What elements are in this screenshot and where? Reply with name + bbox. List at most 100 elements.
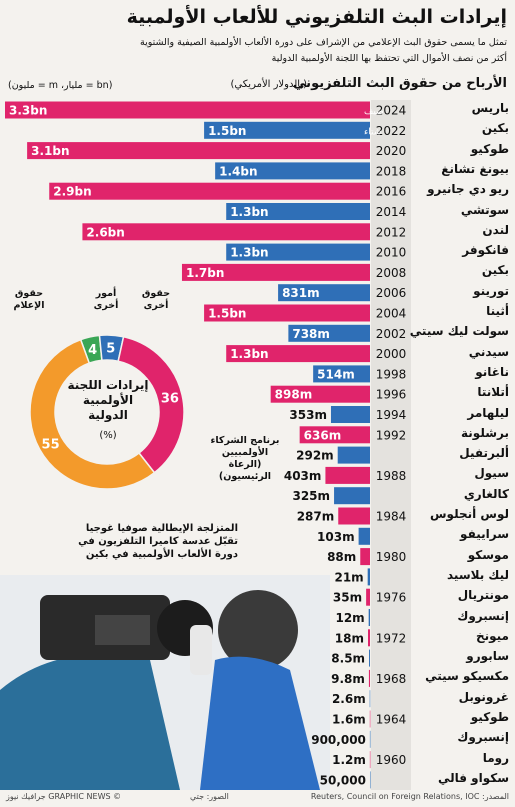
- city-label: سيدني: [468, 344, 509, 359]
- year-label: 1980: [376, 550, 407, 564]
- camera-body: [95, 615, 150, 645]
- city-label: برشلونة: [461, 425, 509, 440]
- city-label: سكواو فالي: [437, 770, 509, 785]
- city-label: فانكوفر: [462, 243, 509, 258]
- value-label: 292m: [296, 449, 334, 463]
- skier: [200, 656, 320, 790]
- glove: [190, 625, 212, 675]
- value-label: 831m: [282, 286, 320, 300]
- bar: [270, 385, 370, 403]
- abbreviations: (bn = مليار، m = مليون): [8, 80, 113, 91]
- bar: [337, 446, 370, 464]
- bar: [366, 588, 370, 606]
- value-label: 50,000: [320, 773, 366, 787]
- slice-value: 36: [161, 392, 179, 407]
- value-label: 1.6m: [332, 713, 366, 727]
- city-label: طوكيو: [470, 710, 509, 724]
- slice-name: برنامج الشركاء الأولمبيين (الرعاة الرئيس…: [210, 435, 280, 482]
- bar: [368, 609, 370, 626]
- value-label: 21m: [334, 570, 363, 584]
- legend-label: شتاء: [364, 127, 381, 137]
- bar: [49, 182, 370, 200]
- city-label: تورينو: [473, 283, 509, 298]
- value-label: 287m: [297, 510, 335, 524]
- donut-slice: [29, 338, 156, 490]
- bar: [368, 629, 370, 647]
- value-label: 403m: [284, 469, 322, 483]
- photo-credit: الصور: جتي: [190, 792, 229, 801]
- value-label: 88m: [327, 550, 356, 564]
- year-label: 1976: [376, 591, 407, 605]
- city-label: أثينا: [486, 304, 509, 318]
- bar: [82, 223, 370, 241]
- value-label: 3.1bn: [31, 144, 69, 158]
- value-label: 514m: [317, 367, 355, 381]
- bar: [367, 568, 370, 586]
- city-label: مونتريال: [457, 588, 509, 603]
- bar: [204, 304, 370, 322]
- year-label: 2010: [376, 246, 407, 260]
- photo: [0, 575, 330, 790]
- bar: [226, 345, 370, 363]
- city-label: ميونخ: [475, 628, 509, 643]
- year-label: 2018: [376, 164, 407, 178]
- value-label: 2.9bn: [53, 185, 91, 199]
- legend-label: صيف: [364, 107, 384, 117]
- value-label: 8.5m: [331, 652, 365, 666]
- city-label: سابورو: [466, 649, 509, 664]
- source: المصدر: Reuters, Council on Foreign Rela…: [310, 792, 509, 801]
- year-label: 2016: [376, 185, 407, 199]
- value-label: 1.7bn: [186, 266, 224, 280]
- bar: [204, 121, 370, 139]
- city-label: ريو دي جانيرو: [427, 182, 509, 197]
- value-label: 2.6bn: [86, 225, 124, 239]
- value-label: 1.3bn: [230, 205, 268, 219]
- year-label: 2024: [376, 104, 407, 118]
- photographer: [0, 654, 180, 790]
- bar: [313, 365, 370, 383]
- year-column: [371, 100, 411, 790]
- value-label: 325m: [292, 489, 330, 503]
- city-label: روما: [482, 750, 509, 765]
- slice-value: 5: [106, 342, 115, 357]
- city-label: مكسيكو سيتي: [425, 669, 509, 684]
- year-label: 2022: [376, 124, 407, 138]
- value-label: 18m: [335, 631, 364, 645]
- bar: [369, 649, 370, 667]
- value-label: 1.5bn: [208, 124, 246, 138]
- year-label: 2002: [376, 327, 407, 341]
- year-label: 1996: [376, 388, 407, 402]
- value-label: 1.3bn: [230, 347, 268, 361]
- year-label: 1984: [376, 510, 407, 524]
- bar: [369, 710, 371, 728]
- city-label: إنسبروك: [457, 730, 509, 745]
- year-label: 2004: [376, 307, 407, 321]
- bar: [369, 751, 371, 769]
- donut-title: إيرادات اللجنة الأولمبية الدولية: [67, 378, 149, 422]
- bar: [325, 466, 370, 484]
- value-label: 898m: [275, 388, 313, 402]
- bar: [369, 690, 371, 708]
- value-label: 3.3bn: [9, 104, 47, 118]
- bar: [368, 669, 370, 687]
- city-label: بيونغ تشانغ: [441, 161, 509, 176]
- year-label: 2012: [376, 225, 407, 239]
- bar: [288, 324, 370, 342]
- bar: [369, 730, 371, 748]
- bar: [360, 548, 370, 566]
- year-label: 1994: [376, 408, 407, 422]
- city-label: باريس: [471, 101, 509, 115]
- value-label: 738m: [292, 327, 330, 341]
- subtitle: أكثر من نصف الأموال التي تحتفظ بها اللجن…: [271, 53, 507, 64]
- city-label: ألبرتفيل: [459, 446, 509, 461]
- city-label: لوس أنجلوس: [429, 507, 509, 521]
- title: إيرادات البث التلفزيوني للألعاب الأولمبي…: [126, 6, 507, 28]
- city-label: أتلانتا: [477, 385, 509, 400]
- year-label: 1998: [376, 367, 407, 381]
- helmet: [218, 590, 298, 670]
- value-label: 35m: [333, 591, 362, 605]
- bar: [226, 243, 370, 261]
- slice-value: 55: [42, 437, 60, 452]
- value-label: 12m: [335, 611, 364, 625]
